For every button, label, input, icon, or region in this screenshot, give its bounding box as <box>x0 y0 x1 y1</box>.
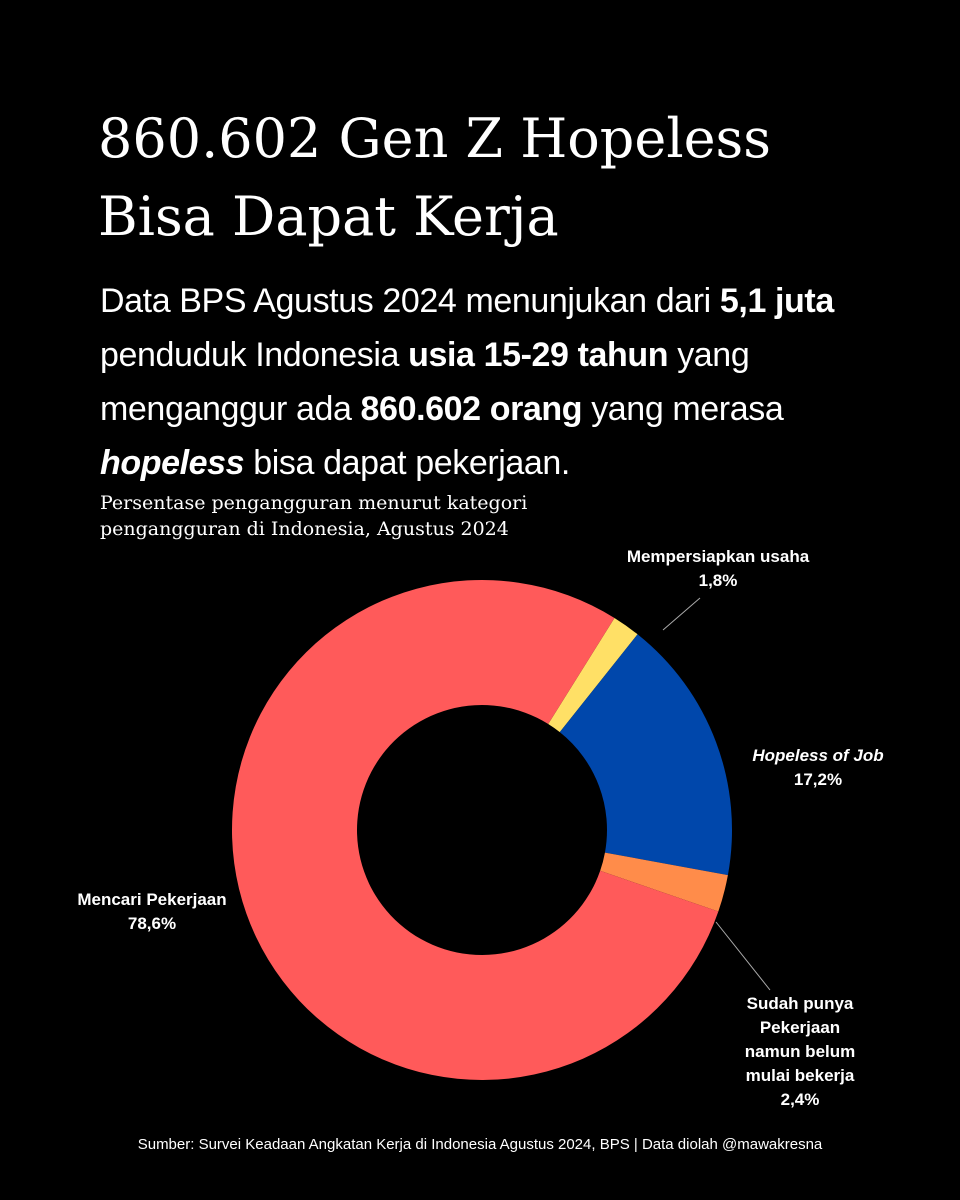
page-title-line-2: Bisa Dapat Kerja <box>98 185 559 248</box>
donut-slice-mempersiapkan <box>548 617 638 733</box>
slice-label-mempersiapkan-name: Mempersiapkan usaha <box>626 547 810 566</box>
donut-slice-mencari <box>232 580 719 1080</box>
slice-label-hopeless-value: 17,2% <box>793 770 843 789</box>
intro-highlight-hopeless: hopeless <box>100 444 245 482</box>
source-footer: Sumber: Survei Keadaan Angkatan Kerja di… <box>137 1136 823 1153</box>
slice-label-hopeless-name: Hopeless of Job <box>752 746 884 765</box>
intro-highlight-count: 860.602 orang <box>360 390 583 428</box>
leader-line-sudah <box>715 921 771 991</box>
chart-title-line-2: pengangguran di Indonesia, Agustus 2024 <box>100 518 509 540</box>
slice-label-mempersiapkan: Mempersiapkan usaha 1,8% <box>598 545 838 593</box>
page-title: 860.602 Gen Z Hopeless Bisa Dapat Kerja <box>98 100 918 256</box>
leader-line-mempersiapkan <box>662 597 701 631</box>
donut-slice-hopeless <box>559 634 732 876</box>
slice-label-sudah-line-2: Pekerjaan <box>759 1018 841 1037</box>
chart-title: Persentase pengangguran menurut kategori… <box>100 490 620 542</box>
donut-slice-sudah <box>600 852 728 912</box>
intro-text-2: penduduk Indonesia <box>100 336 409 374</box>
slice-label-hopeless: Hopeless of Job 17,2% <box>718 744 918 792</box>
intro-text-4: yang merasa <box>582 390 784 428</box>
slice-label-sudah: Sudah punya Pekerjaan namun belum mulai … <box>700 992 900 1112</box>
slice-label-sudah-line-4: mulai bekerja <box>745 1066 855 1085</box>
chart-title-line-1: Persentase pengangguran menurut kategori <box>100 492 528 514</box>
intro-highlight-age: usia 15-29 tahun <box>408 336 669 374</box>
intro-text-5: bisa dapat pekerjaan. <box>244 444 570 482</box>
slice-label-sudah-value: 2,4% <box>780 1090 820 1109</box>
page-title-line-1: 860.602 Gen Z Hopeless <box>98 107 771 170</box>
slice-label-mencari-value: 78,6% <box>127 914 177 933</box>
intro-text-3: yang menganggur ada <box>100 336 750 428</box>
intro-paragraph: Data BPS Agustus 2024 menunjukan dari 5,… <box>100 274 900 490</box>
donut-slices <box>232 580 732 1080</box>
slice-label-sudah-line-3: namun belum <box>744 1042 856 1061</box>
intro-text-1: Data BPS Agustus 2024 menunjukan dari <box>100 282 720 320</box>
slice-label-mencari: Mencari Pekerjaan 78,6% <box>52 888 252 936</box>
slice-label-mempersiapkan-value: 1,8% <box>698 571 738 590</box>
intro-highlight-total: 5,1 juta <box>719 282 834 320</box>
slice-label-sudah-line-1: Sudah punya <box>746 994 854 1013</box>
slice-label-mencari-name: Mencari Pekerjaan <box>77 890 227 909</box>
